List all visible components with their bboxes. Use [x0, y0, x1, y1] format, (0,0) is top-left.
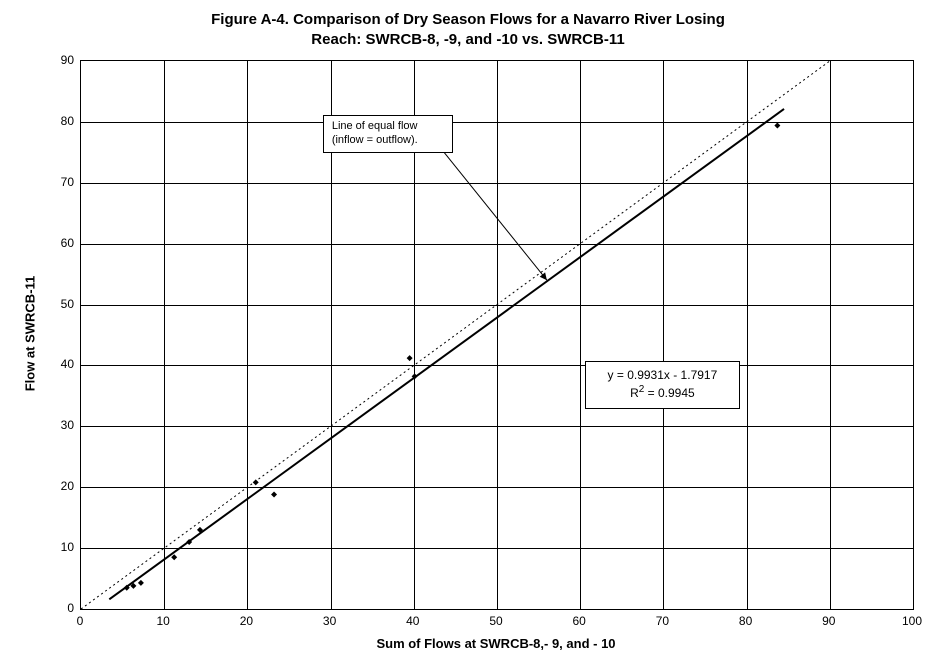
annotation-line-1: Line of equal flow	[332, 120, 418, 132]
plot-area	[80, 60, 914, 610]
grid-line-horizontal	[81, 487, 913, 488]
y-tick-label: 50	[50, 297, 74, 311]
grid-line-horizontal	[81, 122, 913, 123]
y-tick-label: 10	[50, 540, 74, 554]
title-line-1: Figure A-4. Comparison of Dry Season Flo…	[211, 11, 725, 28]
x-tick-label: 30	[323, 614, 336, 628]
grid-line-vertical	[830, 61, 831, 609]
annotation-arrow	[444, 152, 547, 280]
r-squared-label: R2 = 0.9945	[630, 386, 695, 400]
grid-line-horizontal	[81, 548, 913, 549]
grid-line-vertical	[497, 61, 498, 609]
grid-line-vertical	[247, 61, 248, 609]
y-tick-label: 80	[50, 114, 74, 128]
grid-line-vertical	[164, 61, 165, 609]
regression-equation-box: y = 0.9931x - 1.7917 R2 = 0.9945	[585, 361, 740, 409]
x-tick-label: 100	[902, 614, 922, 628]
x-tick-label: 90	[822, 614, 835, 628]
y-tick-label: 40	[50, 357, 74, 371]
title-line-2: Reach: SWRCB-8, -9, and -10 vs. SWRCB-11	[311, 31, 624, 48]
x-tick-label: 80	[739, 614, 752, 628]
data-point	[171, 554, 177, 560]
x-tick-label: 10	[157, 614, 170, 628]
y-tick-label: 90	[50, 53, 74, 67]
data-point	[407, 355, 413, 361]
grid-line-horizontal	[81, 365, 913, 366]
x-tick-label: 70	[656, 614, 669, 628]
y-tick-label: 0	[50, 601, 74, 615]
annotation-line-2: (inflow = outflow).	[332, 134, 418, 146]
regression-equation: y = 0.9931x - 1.7917	[608, 368, 718, 382]
y-tick-label: 60	[50, 236, 74, 250]
grid-line-horizontal	[81, 183, 913, 184]
data-point	[138, 580, 144, 586]
grid-line-vertical	[747, 61, 748, 609]
y-tick-label: 30	[50, 418, 74, 432]
grid-line-horizontal	[81, 426, 913, 427]
grid-line-vertical	[663, 61, 664, 609]
x-tick-label: 0	[77, 614, 84, 628]
annotation-arrowhead	[540, 272, 547, 280]
equal-flow-line	[81, 61, 830, 609]
data-point	[774, 123, 780, 129]
x-axis-label: Sum of Flows at SWRCB-8,- 9, and - 10	[80, 636, 912, 651]
x-tick-label: 60	[573, 614, 586, 628]
x-tick-label: 40	[406, 614, 419, 628]
chart-container: Figure A-4. Comparison of Dry Season Flo…	[0, 0, 936, 669]
y-tick-label: 20	[50, 479, 74, 493]
x-tick-label: 20	[240, 614, 253, 628]
grid-line-horizontal	[81, 244, 913, 245]
grid-line-vertical	[580, 61, 581, 609]
grid-line-horizontal	[81, 305, 913, 306]
data-point	[271, 492, 277, 498]
y-axis-label: Flow at SWRCB-11	[23, 234, 38, 434]
y-tick-label: 70	[50, 175, 74, 189]
equal-flow-annotation: Line of equal flow (inflow = outflow).	[323, 115, 453, 153]
chart-title: Figure A-4. Comparison of Dry Season Flo…	[0, 10, 936, 49]
data-point	[253, 479, 259, 485]
x-tick-label: 50	[489, 614, 502, 628]
